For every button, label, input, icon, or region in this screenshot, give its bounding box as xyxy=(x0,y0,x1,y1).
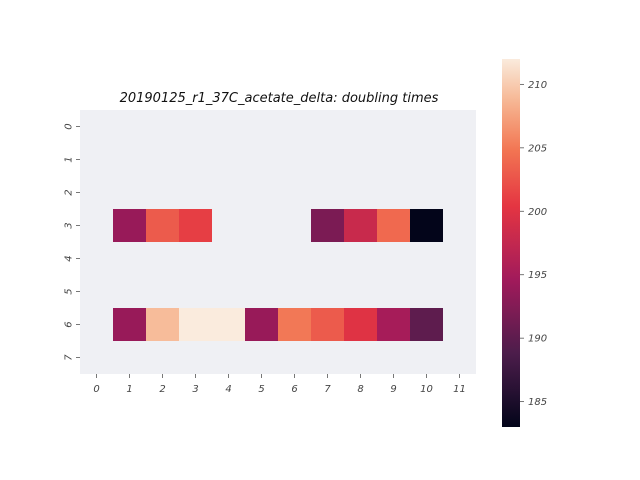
heatmap-cell xyxy=(179,308,212,341)
colorbar-ticks: 185 190 195 200 205 210 xyxy=(520,80,547,408)
x-tick-label: 8 xyxy=(357,384,363,395)
colorbar xyxy=(502,59,520,427)
colorbar-tick-label: 195 xyxy=(528,270,547,281)
chart-title: 20190125_r1_37C_acetate_delta: doubling … xyxy=(120,91,439,106)
heatmap-cell xyxy=(113,209,146,242)
x-tick-label: 5 xyxy=(258,384,264,395)
heatmap-cell xyxy=(410,308,443,341)
heatmap-cell xyxy=(113,308,146,341)
y-tick-label: 3 xyxy=(64,222,75,228)
heatmap-cell xyxy=(245,308,278,341)
colorbar-tick-label: 185 xyxy=(528,397,547,408)
heatmap-cell xyxy=(278,308,311,341)
y-axis: 0 1 2 3 4 5 6 7 xyxy=(64,123,80,361)
x-tick-label: 9 xyxy=(390,384,396,395)
x-tick-label: 11 xyxy=(453,384,466,395)
x-tick-label: 3 xyxy=(192,384,198,395)
heatmap-cell xyxy=(377,308,410,341)
heatmap-cell xyxy=(212,308,245,341)
x-tick-label: 4 xyxy=(225,384,231,395)
heatmap-cell xyxy=(179,209,212,242)
y-tick-label: 1 xyxy=(64,156,75,162)
heatmap-cell xyxy=(311,209,344,242)
x-tick-label: 7 xyxy=(324,384,331,395)
heatmap-cell xyxy=(146,308,179,341)
x-tick-label: 0 xyxy=(93,384,99,395)
colorbar-tick-label: 210 xyxy=(528,80,547,91)
heatmap-cell xyxy=(146,209,179,242)
x-tick-label: 6 xyxy=(291,384,297,395)
x-tick-label: 1 xyxy=(126,384,132,395)
x-tick-label: 10 xyxy=(420,384,433,395)
heatmap-cell xyxy=(410,209,443,242)
x-axis: 0 1 2 3 4 5 6 7 8 9 10 11 xyxy=(93,374,466,395)
y-tick-label: 5 xyxy=(64,288,75,294)
y-tick-label: 2 xyxy=(64,189,75,195)
heatmap-cell xyxy=(377,209,410,242)
x-tick-label: 2 xyxy=(159,384,165,395)
y-tick-label: 0 xyxy=(64,123,75,129)
heatmap-cell xyxy=(311,308,344,341)
heatmap-cell xyxy=(344,308,377,341)
colorbar-tick-label: 190 xyxy=(528,334,547,345)
colorbar-tick-label: 205 xyxy=(528,143,547,154)
heatmap-cells xyxy=(113,209,443,341)
colorbar-tick-label: 200 xyxy=(528,207,547,218)
y-tick-label: 7 xyxy=(64,354,75,361)
y-tick-label: 6 xyxy=(64,321,75,327)
heatmap-cell xyxy=(344,209,377,242)
y-tick-label: 4 xyxy=(64,255,75,261)
